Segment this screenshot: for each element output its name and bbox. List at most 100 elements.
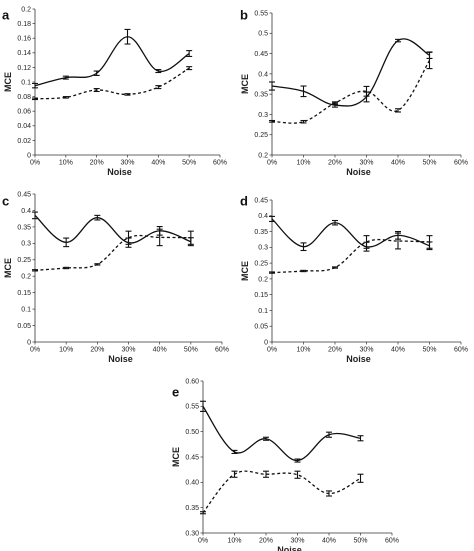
x-axis-title: Noise [107,167,132,177]
y-tick-label: 0 [27,152,31,159]
x-tick-label: 20% [328,347,342,354]
x-tick-label: 30% [120,160,134,167]
y-tick-label: 0.35 [17,224,31,231]
y-tick-label: 0.05 [17,323,31,330]
panel-letter: c [2,194,9,209]
y-tick-label: 0.55 [185,404,199,411]
series-line-solid [271,38,430,107]
x-tick-label: 60% [385,538,399,545]
y-axis-title: MCE [240,74,250,94]
x-tick-label: 10% [296,347,310,354]
y-tick-label: 0.25 [17,257,31,264]
x-tick-label: 10% [296,160,310,167]
series-line-dotted [34,234,191,271]
chart-panel-a: a 0 0.02 0.04 0.06 0.08 0.1 0.12 0.14 0.16 0.18 0.2… [2,6,227,177]
y-tick-label: 0.45 [185,454,199,461]
y-tick-label: 0.3 [258,245,268,252]
x-axis-title: Noise [346,354,371,364]
panel-letter: d [240,194,248,209]
y-tick-label: 0 [27,339,31,346]
x-tick-label: 20% [328,160,342,167]
y-axis-title: MCE [3,258,13,278]
x-tick-label: 40% [151,160,165,167]
x-tick-label: 30% [290,538,304,545]
x-axis-title: Noise [277,545,302,551]
y-tick-label: 0.1 [21,79,31,86]
y-tick-label: 0.2 [21,6,31,13]
series-line-solid [34,214,192,244]
y-tick-label: 0.4 [21,208,31,215]
y-tick-label: 0.04 [17,123,31,130]
x-tick-label: 40% [153,347,167,354]
y-tick-label: 0.40 [185,480,199,487]
x-tick-label: 50% [422,160,436,167]
y-tick-label: 0.2 [258,152,268,159]
x-tick-label: 30% [121,347,135,354]
y-tick-label: 0.14 [17,50,31,57]
x-tick-label: 60% [213,160,227,167]
x-tick-label: 50% [422,347,436,354]
x-tick-label: 50% [182,160,196,167]
series-line-dotted [271,60,431,124]
y-tick-label: 0.18 [17,21,31,28]
y-axis-title: MCE [3,72,13,92]
y-tick-label: 0.08 [17,94,31,101]
y-tick-label: 0.2 [21,274,31,281]
x-tick-label: 10% [227,538,241,545]
chart-panel-c: c 0 0.05 0.1 0.15 0.2 0.25 0.3 0.35 0.4 0.45 0% 10% 2… [2,191,229,364]
y-tick-label: 0.25 [254,261,268,268]
y-tick-label: 0.16 [17,36,31,43]
y-tick-label: 0.2 [258,276,268,283]
y-tick-label: 0.35 [254,229,268,236]
y-tick-label: 0.12 [17,65,31,72]
y-tick-label: 0.1 [258,308,268,315]
series-line-solid [271,218,430,248]
x-tick-label: 0% [30,347,40,354]
y-tick-label: 0.05 [254,324,268,331]
x-tick-label: 40% [391,160,405,167]
panel-letter: a [2,8,10,23]
y-axis-title: MCE [171,447,181,467]
series-line-solid [34,36,190,87]
chart-panel-d: d 0 0.05 0.1 0.15 0.2 0.25 0.3 0.35 0.4 0.45 0% 10% 2… [240,194,468,364]
y-tick-label: 0.3 [21,241,31,248]
x-tick-label: 20% [90,160,104,167]
chart-panel-b: b 0.2 0.25 0.3 0.35 0.4 0.45 0.5 0.55 0% 10% 20% 30%… [240,8,468,177]
series-line-dotted [271,238,430,274]
x-tick-label: 0% [30,160,40,167]
x-tick-label: 0% [267,347,277,354]
panel-letter: b [240,8,248,23]
series-line-dotted [202,470,361,514]
x-axis-title: Noise [346,167,371,177]
y-tick-label: 0.35 [254,92,268,99]
x-tick-label: 0% [267,160,277,167]
y-tick-label: 0.30 [185,530,199,537]
x-tick-label: 50% [353,538,367,545]
chart-panel-e: e 0.30 0.35 0.40 0.45 0.50 0.55 0.60 0% 10% 20% 30%… [171,378,399,551]
panel-letter: e [172,385,179,400]
y-tick-label: 0.15 [254,292,268,299]
series-line-solid [202,405,361,462]
y-tick-label: 0.02 [17,138,31,145]
y-tick-label: 0.60 [185,378,199,385]
y-tick-label: 0.25 [254,132,268,139]
x-tick-label: 30% [359,347,373,354]
y-tick-label: 0.45 [17,191,31,198]
y-tick-label: 0.55 [254,10,268,17]
x-tick-label: 40% [391,347,405,354]
x-tick-label: 0% [198,538,208,545]
x-tick-label: 10% [59,347,73,354]
y-tick-label: 0.4 [258,213,268,220]
x-tick-label: 60% [454,160,468,167]
x-tick-label: 40% [322,538,336,545]
y-tick-label: 0.45 [254,197,268,204]
y-tick-label: 0.3 [258,112,268,119]
x-tick-label: 60% [454,347,468,354]
y-tick-label: 0.50 [185,429,199,436]
x-tick-label: 20% [259,538,273,545]
y-tick-label: 0.4 [258,71,268,78]
series-line-dotted [34,67,190,100]
y-tick-label: 0.06 [17,109,31,116]
x-tick-label: 30% [359,160,373,167]
